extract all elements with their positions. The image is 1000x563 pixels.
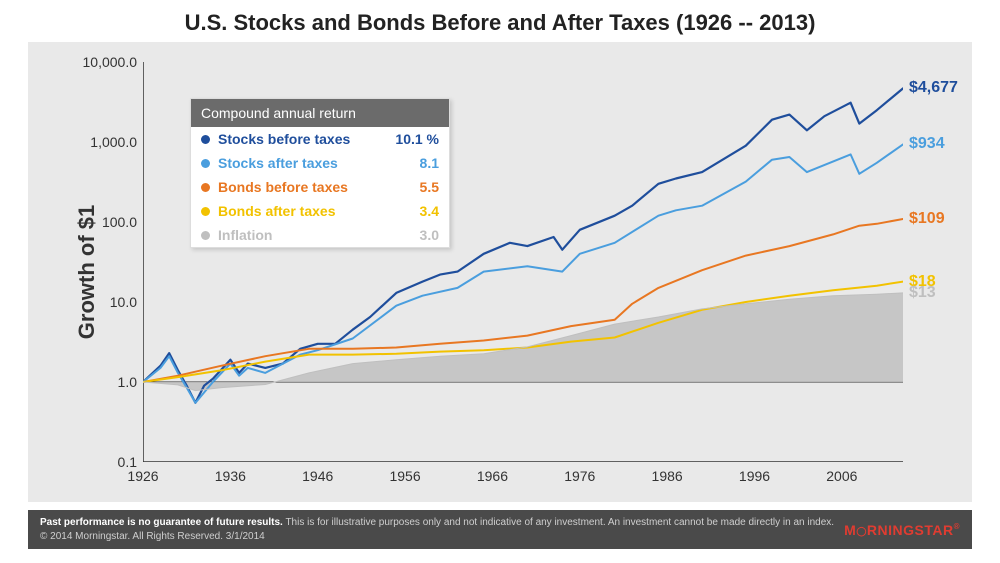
y-tick-label: 10.0 <box>110 294 143 310</box>
legend-body: Stocks before taxes10.1 %Stocks after ta… <box>191 127 449 247</box>
series-end-label: $109 <box>903 210 945 228</box>
y-tick-label: 10,000.0 <box>83 54 144 70</box>
legend-box: Compound annual return Stocks before tax… <box>190 98 450 248</box>
legend-label: Inflation <box>218 227 389 243</box>
x-tick-label: 1966 <box>477 462 508 484</box>
footer-text: Past performance is no guarantee of futu… <box>40 516 840 543</box>
legend-dot-icon <box>201 135 210 144</box>
y-axis-label: Growth of $1 <box>74 205 100 339</box>
legend-label: Stocks before taxes <box>218 131 389 147</box>
series-end-label: $13 <box>903 284 936 302</box>
legend-row: Stocks after taxes8.1 <box>191 151 449 175</box>
legend-row: Stocks before taxes10.1 % <box>191 127 449 151</box>
x-tick-label: 1926 <box>127 462 158 484</box>
y-tick-label: 1,000.0 <box>90 134 143 150</box>
x-tick-label: 1946 <box>302 462 333 484</box>
legend-dot-icon <box>201 159 210 168</box>
x-tick-label: 2006 <box>826 462 857 484</box>
legend-row: Bonds after taxes3.4 <box>191 199 449 223</box>
legend-dot-icon <box>201 231 210 240</box>
legend-value: 8.1 <box>389 155 439 171</box>
series-end-label: $934 <box>903 135 945 153</box>
chart-area: Growth of $1 0.11.010.0100.01,000.010,00… <box>28 42 972 502</box>
legend-label: Bonds before taxes <box>218 179 389 195</box>
x-tick-label: 1976 <box>564 462 595 484</box>
legend-row: Bonds before taxes5.5 <box>191 175 449 199</box>
footer-bold: Past performance is no guarantee of futu… <box>40 517 283 528</box>
x-tick-label: 1936 <box>215 462 246 484</box>
series-end-label: $4,677 <box>903 79 958 97</box>
x-tick-label: 1996 <box>739 462 770 484</box>
legend-label: Bonds after taxes <box>218 203 389 219</box>
legend-dot-icon <box>201 183 210 192</box>
brand-logo: M◯RNINGSTAR® <box>844 522 960 538</box>
legend-row: Inflation3.0 <box>191 223 449 247</box>
y-tick-label: 1.0 <box>118 374 143 390</box>
page-title: U.S. Stocks and Bonds Before and After T… <box>0 0 1000 40</box>
legend-value: 5.5 <box>389 179 439 195</box>
footer-bar: Past performance is no guarantee of futu… <box>28 510 972 549</box>
x-tick-label: 1956 <box>389 462 420 484</box>
y-tick-label: 100.0 <box>102 214 143 230</box>
legend-dot-icon <box>201 207 210 216</box>
x-tick-label: 1986 <box>652 462 683 484</box>
legend-header: Compound annual return <box>191 99 449 127</box>
legend-value: 10.1 % <box>389 131 439 147</box>
legend-value: 3.0 <box>389 227 439 243</box>
legend-label: Stocks after taxes <box>218 155 389 171</box>
legend-value: 3.4 <box>389 203 439 219</box>
